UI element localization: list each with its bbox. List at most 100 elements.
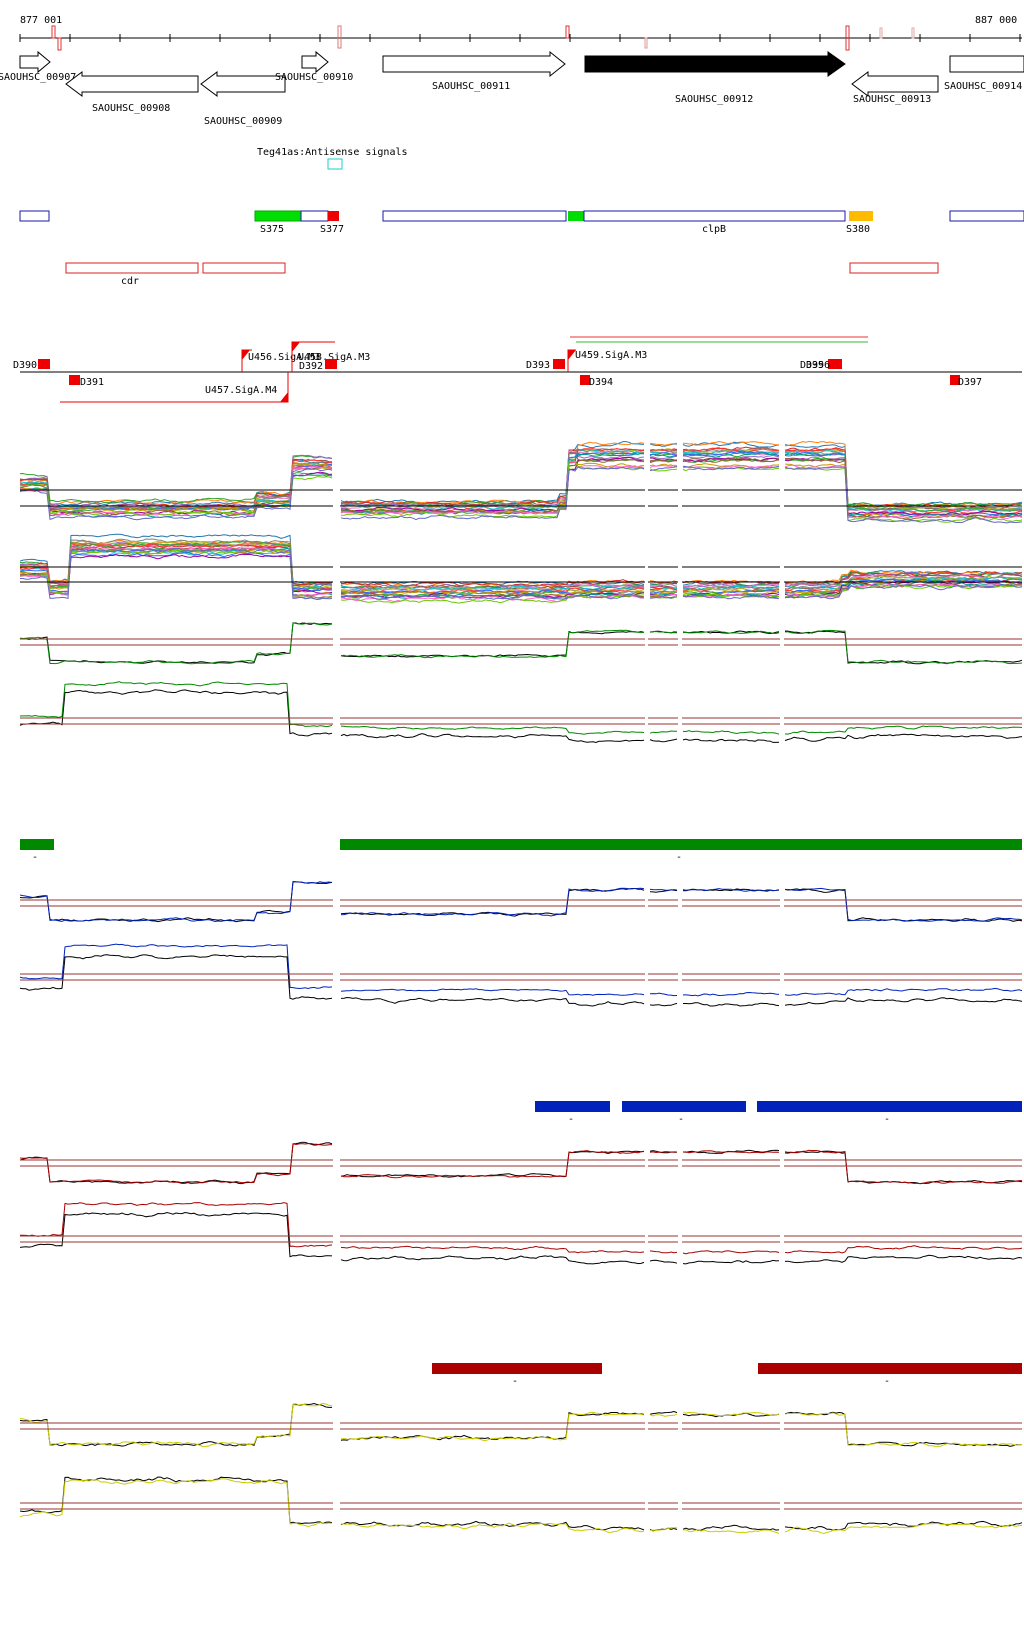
ruler-ticks (19, 34, 1021, 42)
gene-label: SAOUHSC_00908 (92, 103, 170, 114)
gene-saouhsc-00911[interactable]: SAOUHSC_00911 (382, 50, 566, 92)
track-red-sense (19, 1130, 1023, 1200)
gene-label: SAOUHSC_00907 (0, 72, 76, 83)
coord-end-label: 887 000 (975, 15, 1017, 26)
promoter-u459[interactable]: U459.SigA.M3 (567, 349, 647, 372)
segment-clpb[interactable] (583, 210, 846, 222)
track-gap (780, 870, 784, 940)
regulon-cdr[interactable] (65, 262, 199, 274)
track-gap (678, 690, 682, 765)
track-gap (780, 540, 784, 605)
track-gap (678, 870, 682, 940)
coordinate-ruler: 877 001 887 000 (19, 15, 1022, 51)
condition-bar[interactable] (535, 1101, 610, 1112)
gene-label: SAOUHSC_00911 (432, 81, 510, 92)
terminator-d391[interactable]: D391 (69, 375, 104, 388)
track-gap (333, 950, 340, 1020)
segment-box[interactable] (949, 210, 1024, 222)
condition-bar-mark: - (884, 1376, 890, 1387)
condition-bar[interactable] (20, 839, 54, 850)
track-gap (333, 1130, 340, 1200)
expression-series (19, 447, 1023, 511)
expression-series (19, 552, 1023, 596)
expression-series (19, 546, 1022, 603)
track-gap (678, 540, 682, 605)
regulon-label: cdr (121, 276, 139, 287)
terminator-d393[interactable]: D393 (526, 359, 565, 371)
expression-series (19, 954, 1023, 1007)
coord-start-label: 877 001 (20, 15, 62, 26)
track-green-sense (19, 610, 1023, 680)
expression-series (19, 440, 1023, 508)
gene-saouhsc-00908[interactable]: SAOUHSC_00908 (65, 71, 199, 114)
segment-box[interactable] (382, 210, 567, 222)
expression-series (19, 943, 1023, 997)
expression-series (19, 622, 1023, 665)
antisense-box[interactable] (327, 158, 343, 170)
segment-box[interactable] (568, 211, 584, 221)
track-yellow-sense (19, 1390, 1023, 1470)
segment-box[interactable] (300, 210, 329, 222)
terminator-d396[interactable]: D396 (806, 359, 842, 371)
gene-saouhsc-00907[interactable]: SAOUHSC_00907 (0, 50, 76, 83)
terminator-d392[interactable]: D392 (299, 359, 337, 372)
condition-bar[interactable] (757, 1101, 1022, 1112)
ruler-markers (51, 25, 915, 51)
terminator-label: D395 (800, 360, 824, 371)
segment-label: S375 (260, 224, 284, 235)
antisense-label: Teg41as:Antisense signals (257, 147, 408, 158)
terminator-d394[interactable]: D394 (580, 375, 613, 388)
terminator-d397[interactable]: D397 (950, 375, 982, 388)
condition-group-green-bars: - - (20, 839, 1022, 863)
expression-series (19, 1141, 1023, 1185)
expression-series (19, 446, 1023, 510)
terminator-d390[interactable]: D390 (13, 359, 50, 371)
track-gap (678, 1130, 682, 1200)
gene-saouhsc-00914[interactable]: SAOUHSC_00914 (944, 55, 1024, 92)
track-gap (645, 540, 648, 605)
track-gap (678, 1210, 682, 1280)
gene-saouhsc-00913[interactable]: SAOUHSC_00913 (851, 71, 939, 105)
expression-series (19, 681, 1023, 735)
track-gap (333, 1475, 340, 1545)
segment-s375[interactable] (254, 210, 302, 222)
condition-bar-mark: - (568, 1114, 574, 1125)
segment-s377[interactable] (328, 211, 339, 221)
track-multi-antisense (19, 533, 1023, 605)
expression-series (19, 880, 1023, 923)
expression-series (20, 547, 1023, 601)
regulon-box[interactable] (849, 262, 939, 274)
expression-series (19, 547, 1023, 597)
condition-bar[interactable] (622, 1101, 746, 1112)
expression-series (19, 465, 1023, 524)
condition-bar-mark: - (32, 852, 38, 863)
segment-label: clpB (702, 224, 726, 235)
condition-bar[interactable] (758, 1363, 1022, 1374)
track-gap (333, 870, 340, 940)
promoter-u456[interactable]: U456.SigA.M3 (241, 349, 320, 372)
condition-bar-mark: - (676, 852, 682, 863)
gene-saouhsc-00909[interactable]: SAOUHSC_00909 (200, 71, 286, 127)
gene-label: SAOUHSC_00910 (275, 72, 353, 83)
gene-saouhsc-00910[interactable]: SAOUHSC_00910 (275, 50, 353, 83)
gene-saouhsc-00912[interactable]: SAOUHSC_00912 (584, 51, 846, 105)
condition-bar-mark: - (678, 1114, 684, 1125)
expression-series (19, 549, 1023, 592)
condition-bar[interactable] (432, 1363, 602, 1374)
expression-series (19, 1211, 1023, 1265)
track-gap (645, 610, 648, 680)
promoter-label: U457.SigA.M4 (205, 385, 277, 396)
terminator-d395[interactable]: D395 (800, 359, 840, 371)
segment-box[interactable] (19, 210, 50, 222)
condition-bar[interactable] (340, 839, 1022, 850)
expression-series (19, 689, 1023, 744)
promoter-u457[interactable]: U457.SigA.M4 (60, 372, 289, 403)
track-gap (333, 450, 340, 525)
regulon-box[interactable] (202, 262, 286, 274)
segment-s380[interactable] (849, 211, 873, 221)
promoter-label: U459.SigA.M3 (575, 350, 647, 361)
gene-label: SAOUHSC_00913 (853, 94, 931, 105)
track-gap (678, 610, 682, 680)
promoter-u458[interactable]: U458.SigA.M3 (291, 341, 370, 372)
segment-track: S375 S377 clpB S380 (19, 210, 1024, 235)
